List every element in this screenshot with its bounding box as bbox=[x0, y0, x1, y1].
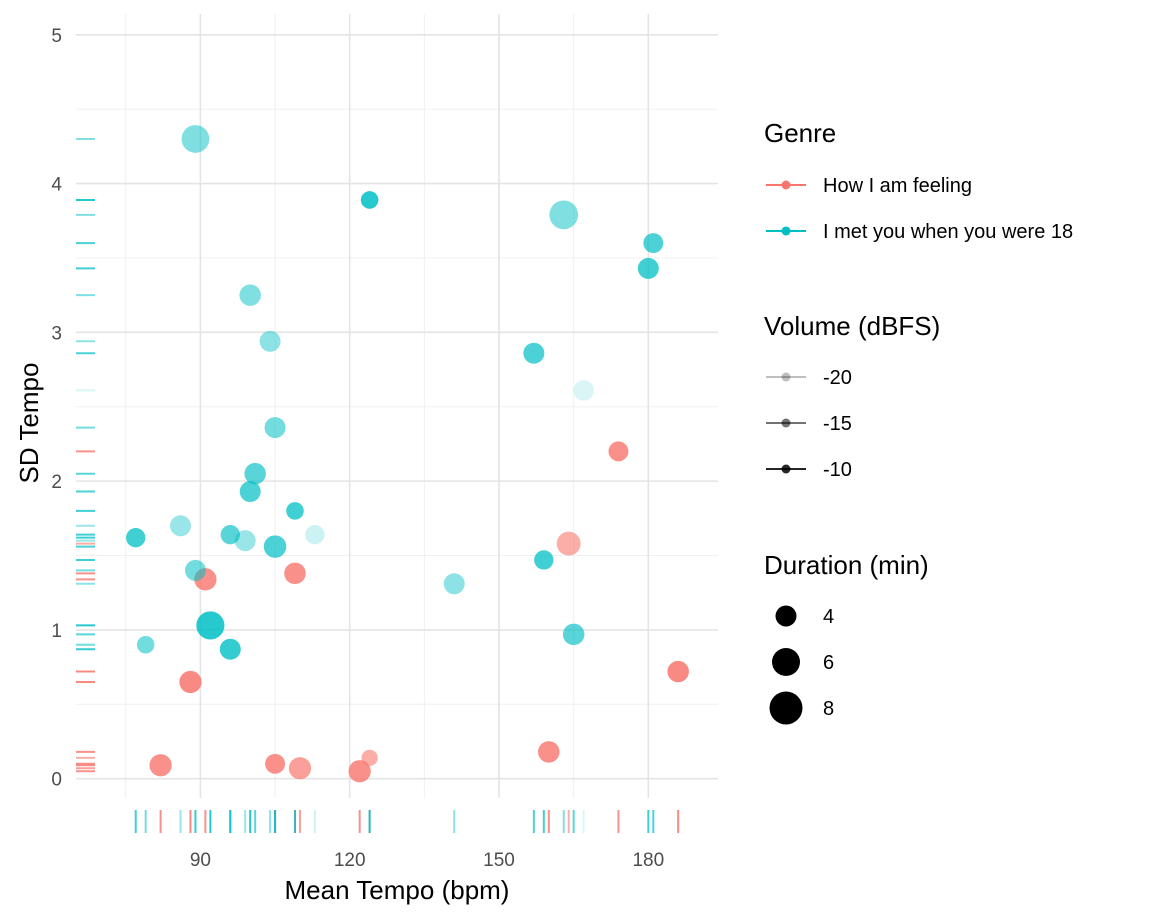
x-tick-labels: 90 120 150 180 bbox=[190, 850, 664, 871]
genre-legend-label: How I am feeling bbox=[823, 175, 972, 197]
data-point bbox=[170, 515, 192, 537]
data-point bbox=[288, 757, 312, 780]
data-point bbox=[643, 233, 664, 254]
x-axis-title: Mean Tempo (bpm) bbox=[285, 875, 510, 905]
y-tick-label: 2 bbox=[51, 472, 62, 493]
duration-legend-label: 8 bbox=[823, 698, 834, 720]
data-point bbox=[149, 754, 172, 777]
y-tick-label: 0 bbox=[51, 770, 62, 791]
data-point bbox=[126, 527, 146, 548]
volume-key-point bbox=[781, 372, 791, 382]
data-point bbox=[361, 749, 378, 766]
volume-legend: Volume (dBFS) -20 -15 -10 bbox=[764, 311, 940, 481]
data-point bbox=[244, 462, 266, 485]
data-point bbox=[562, 623, 585, 646]
data-point bbox=[534, 550, 554, 570]
data-point bbox=[234, 530, 256, 552]
data-point bbox=[219, 638, 241, 660]
data-point bbox=[523, 342, 545, 364]
grid bbox=[76, 14, 718, 798]
data-point bbox=[608, 441, 629, 462]
points bbox=[126, 125, 689, 783]
data-point bbox=[556, 531, 581, 556]
duration-legend-title: Duration (min) bbox=[764, 550, 929, 580]
genre-legend: Genre How I am feeling I met you when yo… bbox=[764, 118, 1073, 243]
y-tick-labels: 0 1 2 3 4 5 bbox=[51, 26, 62, 791]
volume-legend-title: Volume (dBFS) bbox=[764, 311, 940, 341]
y-tick-label: 5 bbox=[51, 26, 62, 47]
data-point bbox=[239, 284, 261, 306]
data-point bbox=[179, 670, 202, 694]
data-point bbox=[538, 741, 560, 763]
duration-key-point bbox=[772, 648, 800, 676]
duration-legend-label: 4 bbox=[823, 606, 834, 628]
genre-legend-title: Genre bbox=[764, 118, 836, 148]
y-rug bbox=[76, 137, 95, 773]
data-point bbox=[181, 125, 210, 153]
data-point bbox=[265, 753, 286, 774]
data-point bbox=[263, 535, 287, 558]
genre-key-point bbox=[781, 180, 791, 190]
duration-legend-label: 6 bbox=[823, 652, 834, 674]
duration-key-point bbox=[769, 691, 803, 725]
data-point bbox=[220, 525, 240, 545]
data-point bbox=[286, 502, 304, 520]
volume-key-point bbox=[781, 418, 791, 428]
data-point bbox=[284, 562, 306, 585]
y-tick-label: 1 bbox=[51, 621, 62, 642]
data-point bbox=[348, 760, 371, 783]
data-point bbox=[264, 417, 286, 439]
x-tick-label: 180 bbox=[632, 850, 664, 871]
x-tick-label: 120 bbox=[334, 850, 366, 871]
genre-key-point bbox=[781, 226, 791, 236]
x-tick-label: 90 bbox=[190, 850, 211, 871]
data-point bbox=[573, 380, 594, 401]
genre-legend-label: I met you when you were 18 bbox=[823, 221, 1073, 243]
duration-key-point bbox=[775, 605, 797, 627]
volume-key-point bbox=[781, 464, 791, 474]
data-point bbox=[196, 611, 225, 640]
volume-legend-label: -20 bbox=[823, 367, 852, 389]
volume-legend-label: -15 bbox=[823, 413, 852, 435]
data-point bbox=[184, 559, 206, 581]
data-point bbox=[136, 635, 155, 654]
volume-legend-label: -10 bbox=[823, 459, 852, 481]
x-rug bbox=[134, 810, 680, 833]
data-point bbox=[443, 573, 465, 595]
data-point bbox=[637, 257, 659, 279]
data-point bbox=[667, 660, 689, 683]
data-point bbox=[259, 330, 281, 352]
data-point bbox=[360, 191, 379, 209]
y-tick-label: 4 bbox=[51, 175, 62, 196]
duration-legend: Duration (min) 4 6 8 bbox=[764, 550, 929, 725]
y-axis-title: SD Tempo bbox=[14, 363, 44, 484]
y-tick-label: 3 bbox=[51, 323, 62, 344]
data-point bbox=[549, 200, 579, 230]
x-tick-label: 150 bbox=[483, 850, 515, 871]
data-point bbox=[239, 481, 261, 503]
data-point bbox=[305, 525, 325, 545]
